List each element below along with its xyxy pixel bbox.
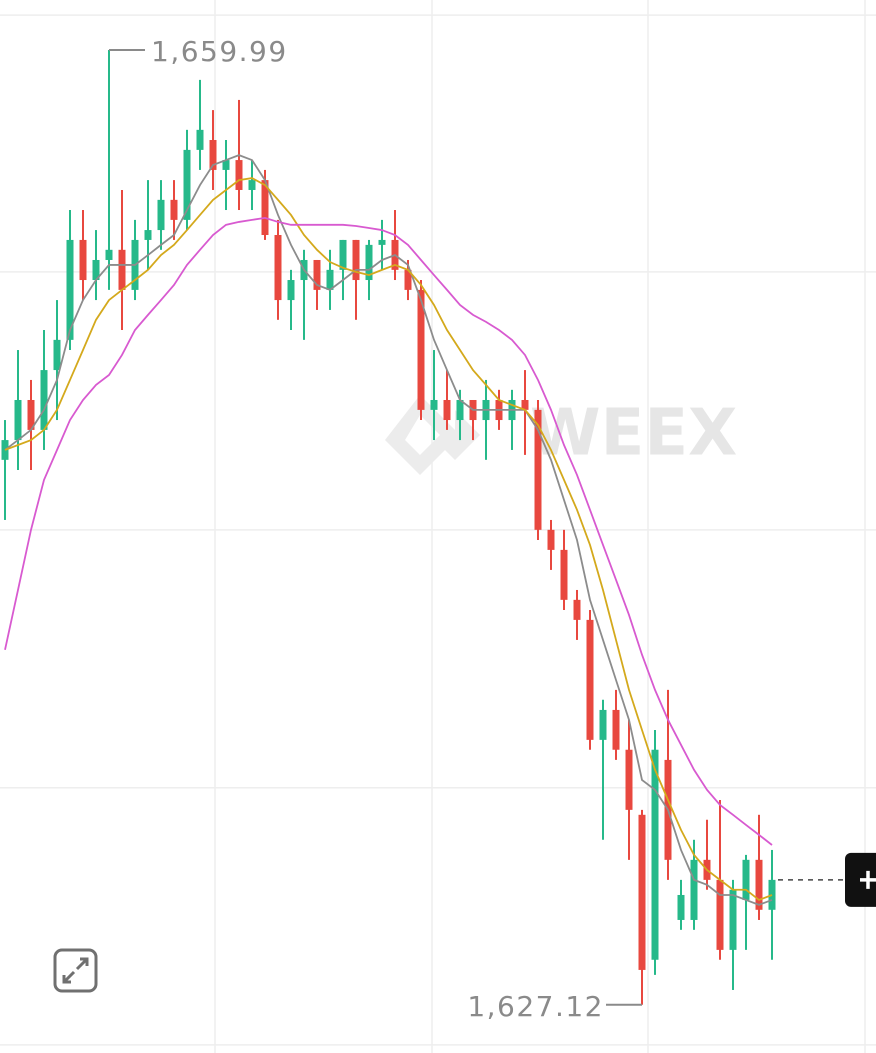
candle-body	[53, 339, 61, 371]
candle-body	[40, 370, 48, 430]
candle-body	[118, 249, 126, 290]
candle-body	[742, 859, 750, 900]
moving-average-line	[4, 177, 773, 901]
plus-icon[interactable]	[860, 870, 876, 889]
candle-body	[534, 409, 542, 530]
candle-body	[586, 619, 594, 740]
candle-body	[638, 814, 646, 970]
candle-body	[1, 440, 9, 460]
candle-body	[716, 879, 724, 950]
candle-body	[235, 160, 243, 190]
candle-body	[521, 399, 529, 410]
candle-body	[430, 399, 438, 410]
candle-body	[27, 399, 35, 430]
moving-average-line	[4, 154, 773, 906]
candle-body	[625, 749, 633, 810]
candle-body	[66, 239, 74, 340]
candle-body	[443, 399, 451, 421]
candle-body	[274, 235, 282, 301]
candle-body	[690, 859, 698, 920]
candle-body	[79, 239, 87, 281]
candle-body	[248, 180, 256, 190]
candle-body	[560, 549, 568, 600]
candle-body	[170, 199, 178, 220]
candle-body	[378, 239, 386, 245]
watermark-logo	[385, 395, 460, 475]
annotation-label: 1,627.12	[467, 990, 604, 1023]
candle-body	[183, 149, 191, 220]
watermark-text: WEEX	[530, 397, 737, 471]
moving-average-line	[4, 216, 773, 846]
candle-body	[105, 249, 113, 260]
candle-body	[14, 399, 22, 441]
candle-body	[365, 244, 373, 281]
candle-body	[222, 160, 230, 170]
price-button[interactable]	[845, 852, 876, 907]
candle-body	[339, 239, 347, 270]
expand-icon[interactable]	[62, 957, 89, 984]
candle-body	[599, 709, 607, 740]
candle-body	[755, 859, 763, 910]
candle-body	[144, 230, 152, 240]
candle-body	[313, 259, 321, 290]
candle-body	[651, 749, 659, 960]
candle-body	[287, 280, 295, 301]
candle-body	[417, 289, 425, 410]
candle-body	[612, 709, 620, 750]
candle-body	[404, 269, 412, 290]
annotation-label: 1,659.99	[151, 35, 288, 68]
expand-frame[interactable]	[53, 948, 98, 993]
candle-body	[261, 180, 269, 236]
candle-body	[573, 599, 581, 620]
watermark: WEEX	[385, 395, 737, 475]
candle-body	[677, 894, 685, 920]
candle-body	[768, 879, 776, 910]
candle-body	[196, 129, 204, 150]
candle-body	[157, 199, 165, 231]
candle-body	[456, 399, 464, 421]
candle-body	[352, 239, 360, 281]
candle-body	[209, 140, 217, 170]
expand-button[interactable]	[53, 948, 98, 993]
candle-body	[729, 889, 737, 950]
candle-body	[326, 269, 334, 290]
candle-body	[92, 259, 100, 281]
candle-body	[547, 529, 555, 550]
